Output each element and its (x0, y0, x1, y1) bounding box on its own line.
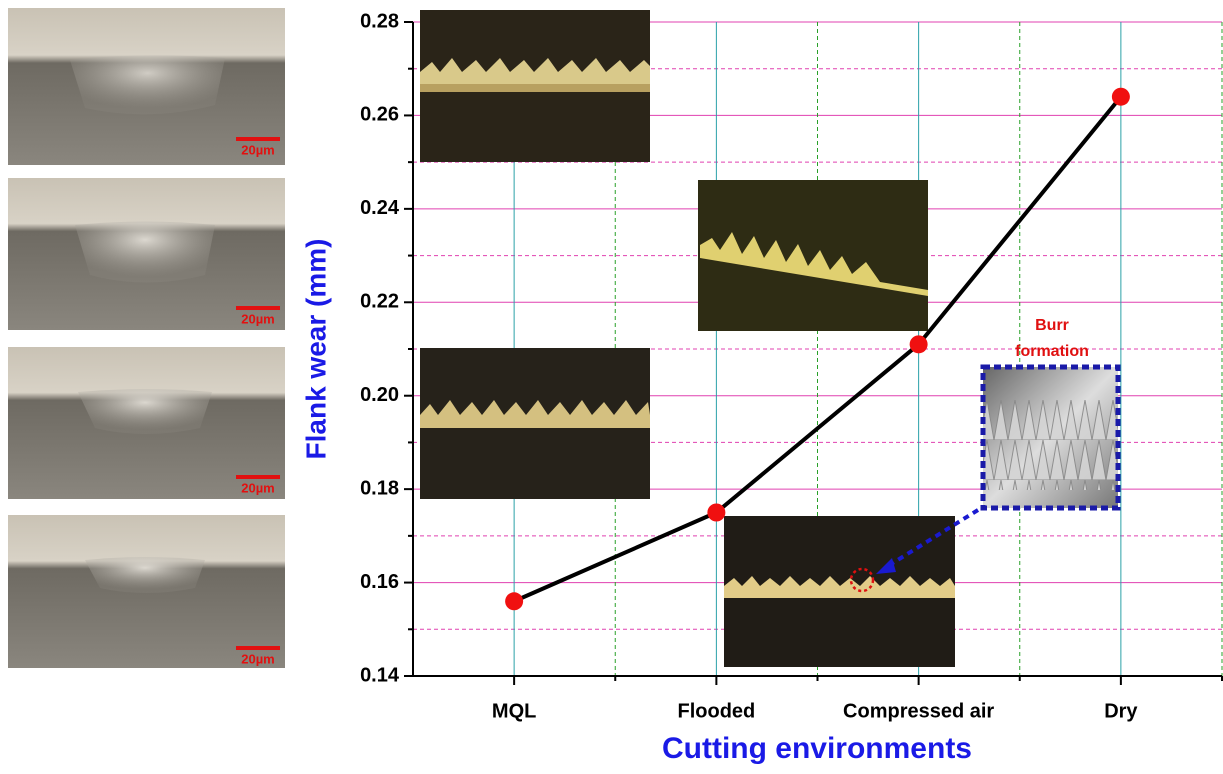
inset (698, 180, 928, 331)
inset (420, 10, 650, 162)
annotation: formation (1015, 343, 1089, 360)
micrograph: 20µm (8, 347, 285, 499)
x-tick-label: MQL (492, 700, 536, 722)
micrograph: 20µm (8, 178, 285, 330)
figure: 20µm 20µm 20µm 20µm (0, 0, 1223, 774)
scale-bar-label: 20µm (241, 480, 275, 495)
y-tick-label: 0.26 (360, 104, 399, 126)
y-tick-label: 0.16 (360, 571, 399, 593)
scale-bar-label: 20µm (241, 311, 275, 326)
y-tick-label: 0.22 (360, 291, 399, 313)
sem-inset (983, 367, 1118, 508)
x-axis-label: Cutting environments (662, 732, 972, 765)
inset (420, 348, 650, 499)
micrograph: 20µm (8, 515, 285, 668)
data-point (1112, 88, 1130, 106)
x-tick-label: Flooded (677, 700, 755, 722)
y-tick-label: 0.14 (360, 664, 400, 686)
x-tick-label: Compressed air (843, 700, 994, 722)
data-point (707, 504, 725, 522)
y-tick-label: 0.28 (360, 10, 399, 32)
inset (724, 516, 955, 667)
scale-bar-label: 20µm (241, 651, 275, 666)
data-point (910, 335, 928, 353)
y-axis-label: Flank wear (mm) (300, 239, 331, 460)
inset-micrographs: Burr formation (420, 10, 1118, 667)
y-tick-label: 0.20 (360, 384, 399, 406)
x-tick-label: Dry (1104, 700, 1138, 722)
y-tick-label: 0.24 (360, 197, 400, 219)
data-point (505, 592, 523, 610)
annotation: Burr (1035, 317, 1069, 334)
wear-micrographs: 20µm 20µm 20µm 20µm (8, 8, 285, 668)
micrograph: 20µm (8, 8, 285, 165)
scale-bar-label: 20µm (241, 142, 275, 157)
y-tick-label: 0.18 (360, 477, 399, 499)
